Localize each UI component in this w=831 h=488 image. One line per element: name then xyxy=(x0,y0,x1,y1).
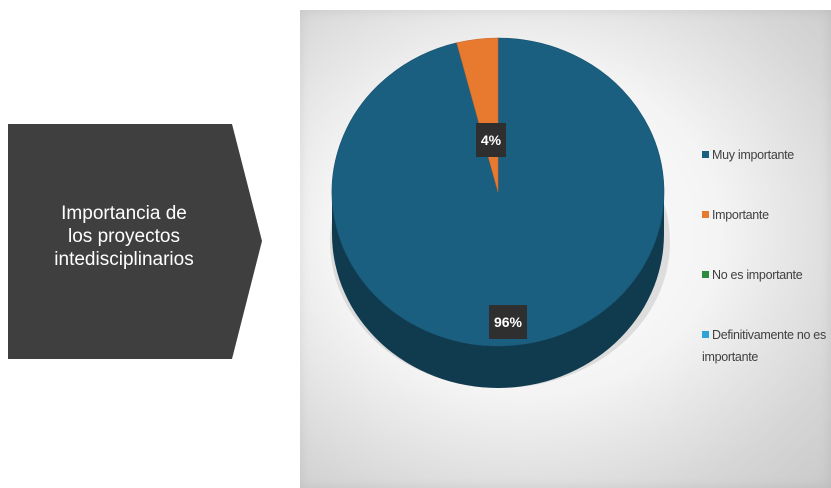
legend-swatch-2 xyxy=(702,271,709,278)
callout-arrow: Importancia de los proyectos intediscipl… xyxy=(8,124,262,359)
legend-item-0: Muy importante xyxy=(702,144,831,166)
data-label-0: 96% xyxy=(489,305,527,339)
pie-slice-side-0 xyxy=(332,192,664,388)
legend-item-1: Importante xyxy=(702,204,831,226)
callout-arrow-shape xyxy=(8,124,262,359)
pie-chart-area: 96% 4% Muy importante Importante No es impo… xyxy=(300,10,831,488)
legend-item-3: Definitivamente no es importante xyxy=(702,324,831,368)
data-label-text-0: 96% xyxy=(494,314,523,330)
data-label-text-1: 4% xyxy=(481,132,502,148)
legend-label-3: Definitivamente no es importante xyxy=(702,328,826,364)
pie-chart: 96% 4% xyxy=(330,37,670,388)
legend-swatch-0 xyxy=(702,151,709,158)
legend-item-2: No es importante xyxy=(702,264,831,286)
callout-text-line-2: los proyectos xyxy=(68,226,180,247)
callout-text-line-3: intedisciplinarios xyxy=(54,249,194,270)
data-label-1: 4% xyxy=(476,123,506,157)
data-label-box-1 xyxy=(476,123,506,157)
callout-text: Importancia de los proyectos intediscipl… xyxy=(20,202,228,271)
data-label-box-0 xyxy=(489,305,527,339)
legend-label-0: Muy importante xyxy=(712,148,794,162)
legend-swatch-1 xyxy=(702,211,709,218)
legend-label-2: No es importante xyxy=(712,268,803,282)
callout-text-line-1: Importancia de xyxy=(61,203,187,224)
legend-swatch-3 xyxy=(702,331,709,338)
legend-label-1: Importante xyxy=(712,208,769,222)
